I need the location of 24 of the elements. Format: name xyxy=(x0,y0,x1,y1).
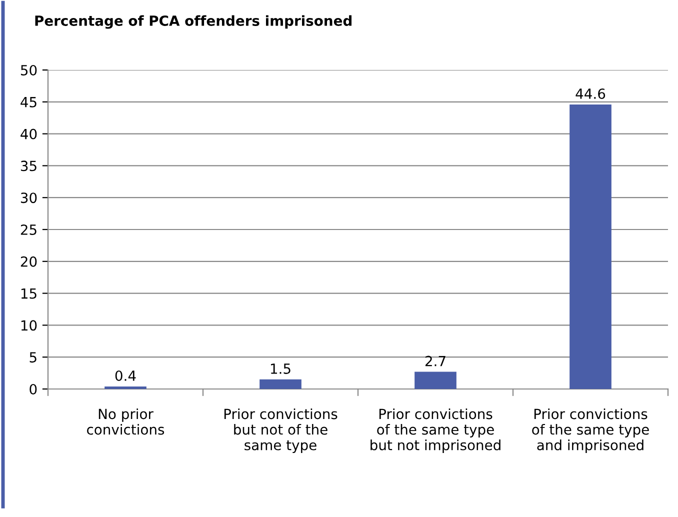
x-tick-label: Prior convictions of the same type but not imprisoned xyxy=(370,408,500,453)
bar xyxy=(570,104,612,389)
bar xyxy=(104,386,146,389)
y-tick-label: 15 xyxy=(21,288,36,299)
data-label: 1.5 xyxy=(270,364,290,374)
x-tick-label: Prior convictions of the same type and imprisoned xyxy=(532,408,649,453)
x-tick-label: Prior convictions but not of the same type xyxy=(224,408,338,453)
y-tick-label: 20 xyxy=(20,256,37,267)
bar xyxy=(260,379,302,389)
y-tick-label: 10 xyxy=(21,320,37,331)
data-label: 0.4 xyxy=(115,370,136,381)
bar xyxy=(414,372,456,389)
y-tick-label: 35 xyxy=(20,160,36,172)
x-tick-label: No prior convictions xyxy=(87,408,164,435)
y-tick-label: 45 xyxy=(20,97,36,108)
chart-title: Percentage of PCA offenders imprisoned xyxy=(35,15,352,29)
data-label: 2.7 xyxy=(425,356,446,366)
y-tick-label: 40 xyxy=(20,128,37,140)
y-tick-label: 50 xyxy=(20,64,37,76)
data-label: 44.6 xyxy=(576,88,606,99)
y-tick-label: 5 xyxy=(30,352,36,363)
y-tick-label: 0 xyxy=(30,384,37,394)
y-tick-label: 25 xyxy=(20,224,36,235)
y-tick-label: 30 xyxy=(20,192,37,204)
